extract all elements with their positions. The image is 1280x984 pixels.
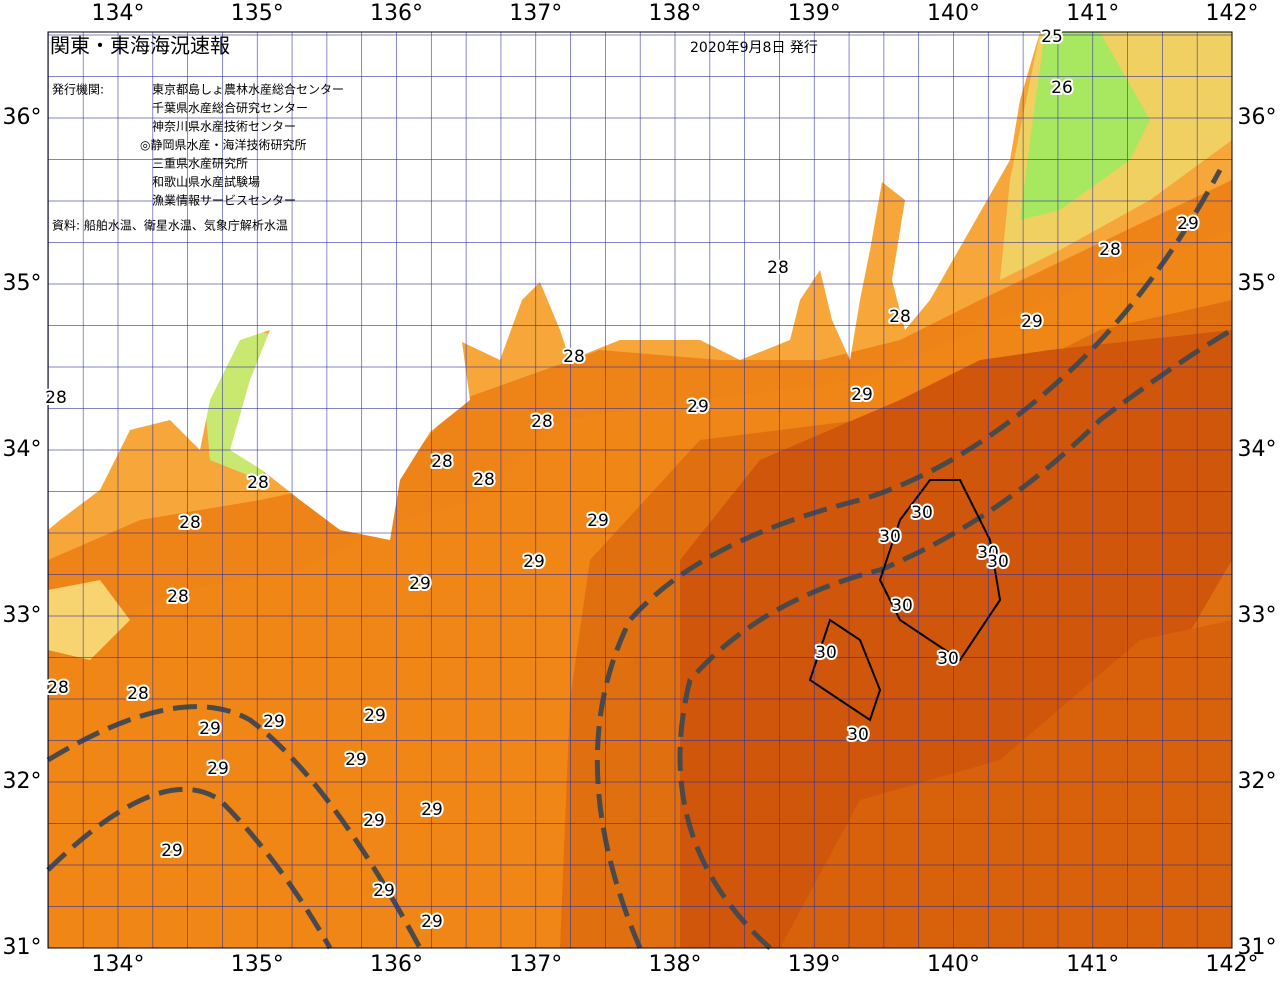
lat-label: 32° — [3, 769, 42, 794]
contour-label: 30 — [987, 552, 1009, 572]
contour-label: 26 — [1051, 78, 1073, 98]
contour-label: 30 — [937, 649, 959, 669]
contour-label: 28 — [563, 347, 585, 367]
issuer-name: 千葉県水産総合研究センター — [152, 100, 308, 115]
contour-label: 29 — [207, 759, 229, 779]
contour-label: 29 — [363, 811, 385, 831]
contour-label: 28 — [431, 452, 453, 472]
contour-label: 29 — [421, 912, 443, 932]
lon-label: 138° — [649, 952, 702, 977]
contour-label: 29 — [345, 750, 367, 770]
lat-label: 36° — [3, 105, 42, 130]
contour-label: 28 — [47, 678, 69, 698]
contour-label: 29 — [421, 800, 443, 820]
map-frame — [47, 31, 1233, 949]
kuroshio-axis — [46, 786, 333, 950]
contour-label: 29 — [409, 574, 431, 594]
contour-label: 29 — [1177, 214, 1199, 234]
land — [48, 32, 1040, 540]
lat-label: 36° — [1238, 105, 1277, 130]
contour-label: 29 — [263, 712, 285, 732]
issuer-label: 発行機関: — [52, 82, 104, 97]
contour-label: 28 — [889, 307, 911, 327]
issuer-name: ◎静岡県水産・海洋技術研究所 — [140, 137, 306, 152]
zone-26 — [1020, 32, 1150, 220]
issuer-name: 三重県水産研究所 — [152, 156, 248, 171]
contour-label: 28 — [1099, 240, 1121, 260]
contour-label: 28 — [767, 258, 789, 278]
lon-label: 136° — [370, 1, 423, 26]
contour-label: 28 — [247, 473, 269, 493]
issue-date: 2020年9月8日 発行 — [690, 40, 818, 56]
lon-label: 139° — [788, 1, 841, 26]
kuroshio-axis — [594, 168, 1223, 949]
contour-label: 28 — [167, 587, 189, 607]
zone-30 — [680, 330, 1232, 948]
source: 資料: 船舶水温、衛星水温、気象庁解析水温 — [52, 218, 288, 233]
contour-label: 30 — [911, 503, 933, 523]
contour-label: 29 — [364, 706, 386, 726]
labels: 関東・東海海況速報 2020年9月8日 発行 発行機関: 資料: 船舶水温、衛星… — [3, 1, 1277, 977]
contour-label: 30 — [815, 643, 837, 663]
lon-label: 137° — [509, 1, 562, 26]
title: 関東・東海海況速報 — [50, 34, 230, 58]
isotherm-30 — [878, 479, 1002, 662]
contour-label: 29 — [161, 841, 183, 861]
issuer-name: 神奈川県水産技術センター — [152, 119, 296, 134]
lon-label: 139° — [788, 952, 841, 977]
lon-label: 137° — [509, 952, 562, 977]
contour-label: 29 — [1021, 312, 1043, 332]
lat-label: 35° — [3, 271, 42, 296]
lon-label: 134° — [92, 1, 145, 26]
contour-label: 28 — [127, 684, 149, 704]
contour-label: 29 — [687, 397, 709, 417]
lon-label: 142° — [1206, 1, 1259, 26]
contour-label: 28 — [45, 388, 67, 408]
lat-label: 31° — [3, 935, 42, 960]
contour-label: 29 — [523, 552, 545, 572]
zone-shikoku — [48, 580, 130, 660]
kuroshio-axis — [677, 327, 1234, 950]
lon-label: 134° — [92, 952, 145, 977]
contour-label: 29 — [851, 385, 873, 405]
lon-label: 135° — [231, 952, 284, 977]
contour-label: 30 — [977, 543, 999, 563]
lat-label: 34° — [3, 437, 42, 462]
lat-label: 35° — [1238, 271, 1277, 296]
contour-label: 29 — [199, 719, 221, 739]
lon-label: 138° — [649, 1, 702, 26]
lon-label: 136° — [370, 952, 423, 977]
lon-label: 141° — [1066, 952, 1119, 977]
contour-label: 29 — [587, 511, 609, 531]
lat-label: 33° — [3, 603, 42, 628]
zone-29-south — [780, 620, 1232, 948]
lon-label: 135° — [231, 1, 284, 26]
contour-label: 30 — [891, 596, 913, 616]
contour-label: 28 — [531, 412, 553, 432]
issuer-name: 漁業情報サービスセンター — [152, 194, 296, 208]
lon-label: 140° — [927, 1, 980, 26]
contour-label: 28 — [179, 513, 201, 533]
lon-label: 142° — [1206, 952, 1259, 977]
lon-label: 140° — [927, 952, 980, 977]
lat-label: 33° — [1238, 603, 1277, 628]
issuer-name: 和歌山県水産試験場 — [152, 174, 260, 189]
lon-label: 141° — [1066, 1, 1119, 26]
contour-label: 30 — [847, 725, 869, 745]
kuroshio-axis — [46, 704, 423, 950]
contour-label: 29 — [373, 881, 395, 901]
contour-label: 25 — [1041, 27, 1063, 47]
lat-label: 31° — [1238, 935, 1277, 960]
contour-label: 28 — [473, 470, 495, 490]
isotherm-30 — [808, 618, 882, 722]
lat-label: 34° — [1238, 437, 1277, 462]
issuer-name: 東京都島しょ農林水産総合センター — [152, 82, 344, 97]
lat-label: 32° — [1238, 769, 1277, 794]
contour-label: 30 — [879, 527, 901, 547]
